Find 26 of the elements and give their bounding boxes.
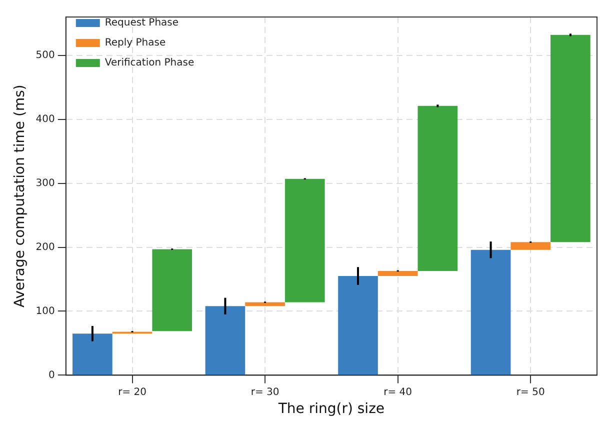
x-tick-label: r= 40 — [384, 386, 412, 398]
legend-label: Reply Phase — [104, 38, 166, 49]
bar — [205, 306, 246, 375]
bar — [245, 302, 285, 306]
x-axis-title: The ring(r) size — [277, 401, 385, 418]
y-axis-title: Average computation time (ms) — [12, 84, 28, 308]
y-tick-label: 500 — [36, 50, 55, 61]
legend-label: Verification Phase — [104, 58, 194, 69]
y-tick-label: 0 — [48, 370, 55, 381]
bar — [284, 178, 325, 302]
x-tick-label: r= 30 — [250, 386, 280, 398]
y-tick-label: 400 — [36, 114, 55, 125]
bar — [418, 106, 458, 271]
y-tick-label: 200 — [36, 242, 55, 253]
x-tick-label: r= 20 — [118, 386, 146, 398]
x-tick-label: r= 50 — [516, 386, 545, 398]
y-tick-label: 300 — [36, 178, 55, 189]
bar — [510, 242, 551, 250]
bar — [152, 249, 192, 332]
y-tick-label: 100 — [36, 306, 55, 317]
bar — [72, 334, 112, 375]
bar — [378, 270, 418, 276]
bar — [550, 34, 590, 242]
bar — [338, 276, 378, 375]
legend-label: Request Phase — [104, 18, 179, 29]
bar — [470, 250, 511, 375]
